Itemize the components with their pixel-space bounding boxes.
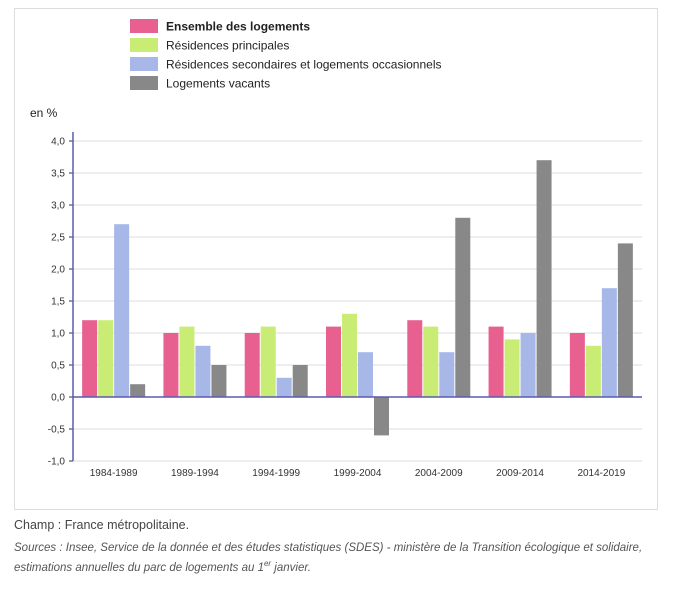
x-tick-label: 2014-2019 xyxy=(577,468,625,479)
bar-1994-1999-series-4 xyxy=(292,365,308,397)
y-axis-unit-label: en % xyxy=(30,106,58,120)
bar-2014-2019-series-4 xyxy=(617,243,633,397)
bar-1984-1989-series-2 xyxy=(98,320,114,397)
scope-note: Champ : France métropolitaine. xyxy=(14,518,190,532)
y-tick-label: 1,0 xyxy=(51,329,65,340)
legend-label-3: Résidences secondaires et logements occa… xyxy=(166,58,442,72)
bar-2004-2009-series-1 xyxy=(407,320,423,397)
bar-2004-2009-series-4 xyxy=(455,217,471,397)
x-tick-label: 1989-1994 xyxy=(171,468,219,479)
bar-1999-2004-series-3 xyxy=(358,352,373,397)
sources-note: Sources : Insee, Service de la donnée et… xyxy=(14,540,664,576)
bar-2004-2009-series-3 xyxy=(439,352,455,397)
y-tick-label: 2,5 xyxy=(51,233,65,244)
y-tick-label: 3,0 xyxy=(51,201,65,212)
bar-chart: Ensemble des logements Résidences princip… xyxy=(30,19,642,479)
bar-1999-2004-series-2 xyxy=(342,313,357,397)
bar-2004-2009-series-2 xyxy=(423,326,439,397)
grid-lines xyxy=(73,140,642,462)
x-tick-label: 2004-2009 xyxy=(415,468,463,479)
bars xyxy=(82,160,633,436)
chart-legend: Ensemble des logements Résidences princip… xyxy=(130,19,442,91)
y-tick-label: 4,0 xyxy=(51,137,65,148)
legend-swatch-1 xyxy=(130,19,158,33)
bar-1984-1989-series-3 xyxy=(114,224,130,397)
x-tick-label: 1994-1999 xyxy=(252,468,300,479)
bar-2014-2019-series-3 xyxy=(601,288,617,397)
y-tick-label: 0,0 xyxy=(51,393,65,404)
sources-text: Sources : Insee, Service de la donnée et… xyxy=(14,542,643,574)
bar-1984-1989-series-4 xyxy=(130,384,146,397)
bar-2009-2014-series-2 xyxy=(504,339,520,397)
legend-swatch-3 xyxy=(130,57,158,71)
bar-2009-2014-series-1 xyxy=(488,326,504,397)
y-axis-ticks: 4,0 3,5 3,0 2,5 2,0 1,5 1,0 0,5 0,0 -0,5 -1,0 xyxy=(48,137,73,468)
sources-end: janvier. xyxy=(271,561,311,574)
bar-1989-1994-series-2 xyxy=(179,326,195,397)
legend-swatch-2 xyxy=(130,38,158,52)
x-axis-ticks: 1984-1989 1989-1994 1994-1999 1999-2004 2004… xyxy=(90,468,626,479)
y-tick-label: 2,0 xyxy=(51,265,65,276)
y-tick-label: 0,5 xyxy=(51,361,65,372)
legend-swatch-4 xyxy=(130,76,158,90)
x-tick-label: 1984-1989 xyxy=(90,468,138,479)
x-tick-label: 1999-2004 xyxy=(334,468,382,479)
y-tick-label: 3,5 xyxy=(51,169,65,180)
bar-2014-2019-series-2 xyxy=(585,345,601,397)
y-tick-label: -1,0 xyxy=(48,457,66,468)
bar-1994-1999-series-2 xyxy=(260,326,276,397)
x-tick-label: 2009-2014 xyxy=(496,468,544,479)
legend-label-1: Ensemble des logements xyxy=(166,20,310,34)
bar-2009-2014-series-3 xyxy=(520,333,536,397)
bar-1999-2004-series-1 xyxy=(326,326,341,397)
sources-superscript: er xyxy=(263,559,272,568)
legend-label-4: Logements vacants xyxy=(166,77,270,91)
bar-1994-1999-series-1 xyxy=(244,333,260,397)
bar-1989-1994-series-1 xyxy=(163,333,179,397)
y-tick-label: -0,5 xyxy=(48,425,66,436)
y-tick-label: 1,5 xyxy=(51,297,65,308)
bar-1984-1989-series-1 xyxy=(82,320,98,397)
bar-2014-2019-series-1 xyxy=(569,333,585,397)
bar-1999-2004-series-4 xyxy=(374,397,389,436)
bar-2009-2014-series-4 xyxy=(536,160,552,397)
axes xyxy=(72,132,642,461)
bar-1994-1999-series-3 xyxy=(276,377,292,397)
bar-1989-1994-series-4 xyxy=(211,365,227,397)
legend-label-2: Résidences principales xyxy=(166,39,289,53)
bar-1989-1994-series-3 xyxy=(195,345,211,397)
